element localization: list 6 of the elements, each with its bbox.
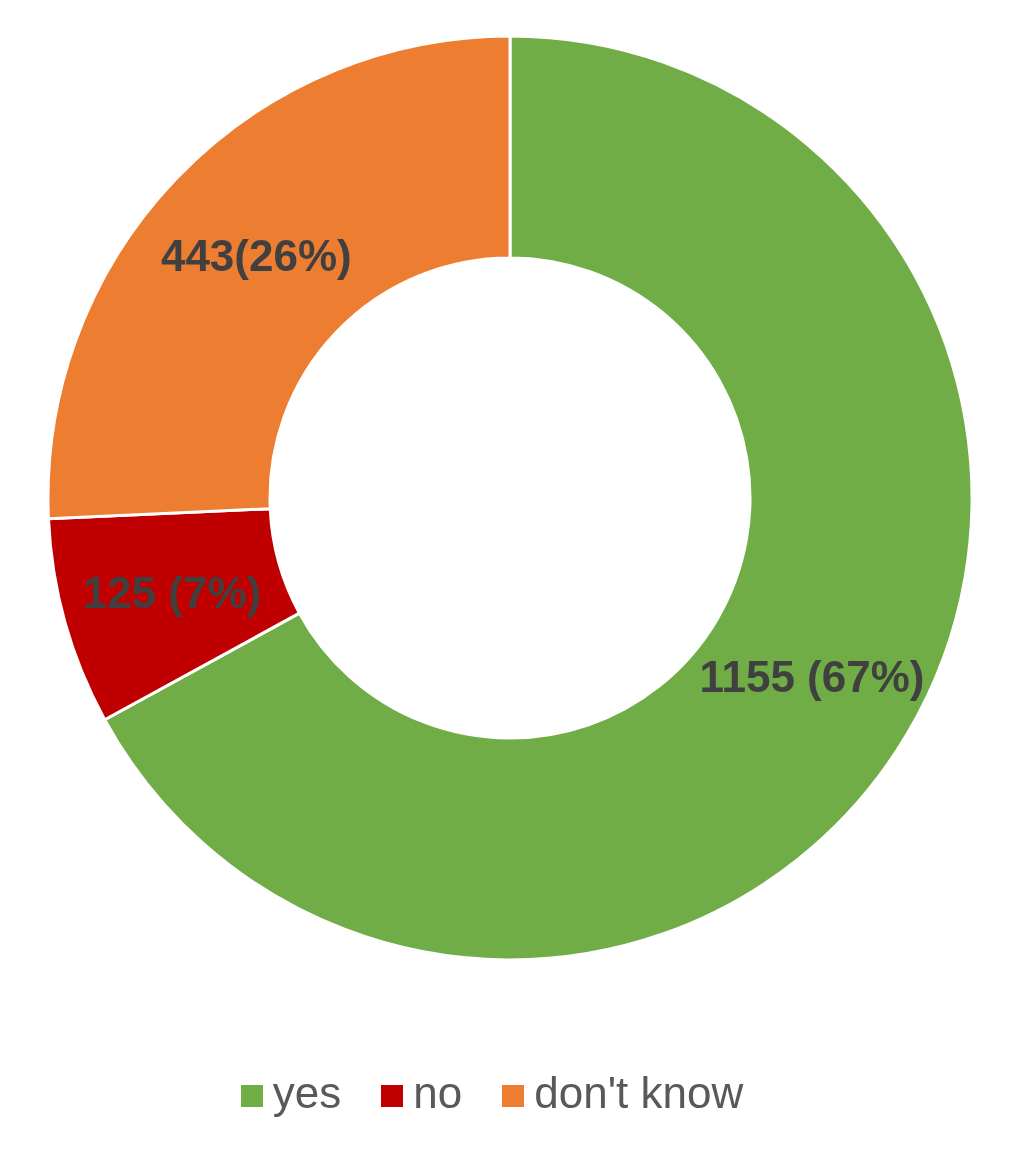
data-label: 1155 (67%) [699,652,925,702]
legend-label: yes [272,1068,342,1117]
legend-label: don't know [534,1068,744,1117]
data-label: 125 (7%) [82,568,262,617]
data-label: 443(26%) [160,230,352,280]
legend-label: no [413,1068,463,1117]
